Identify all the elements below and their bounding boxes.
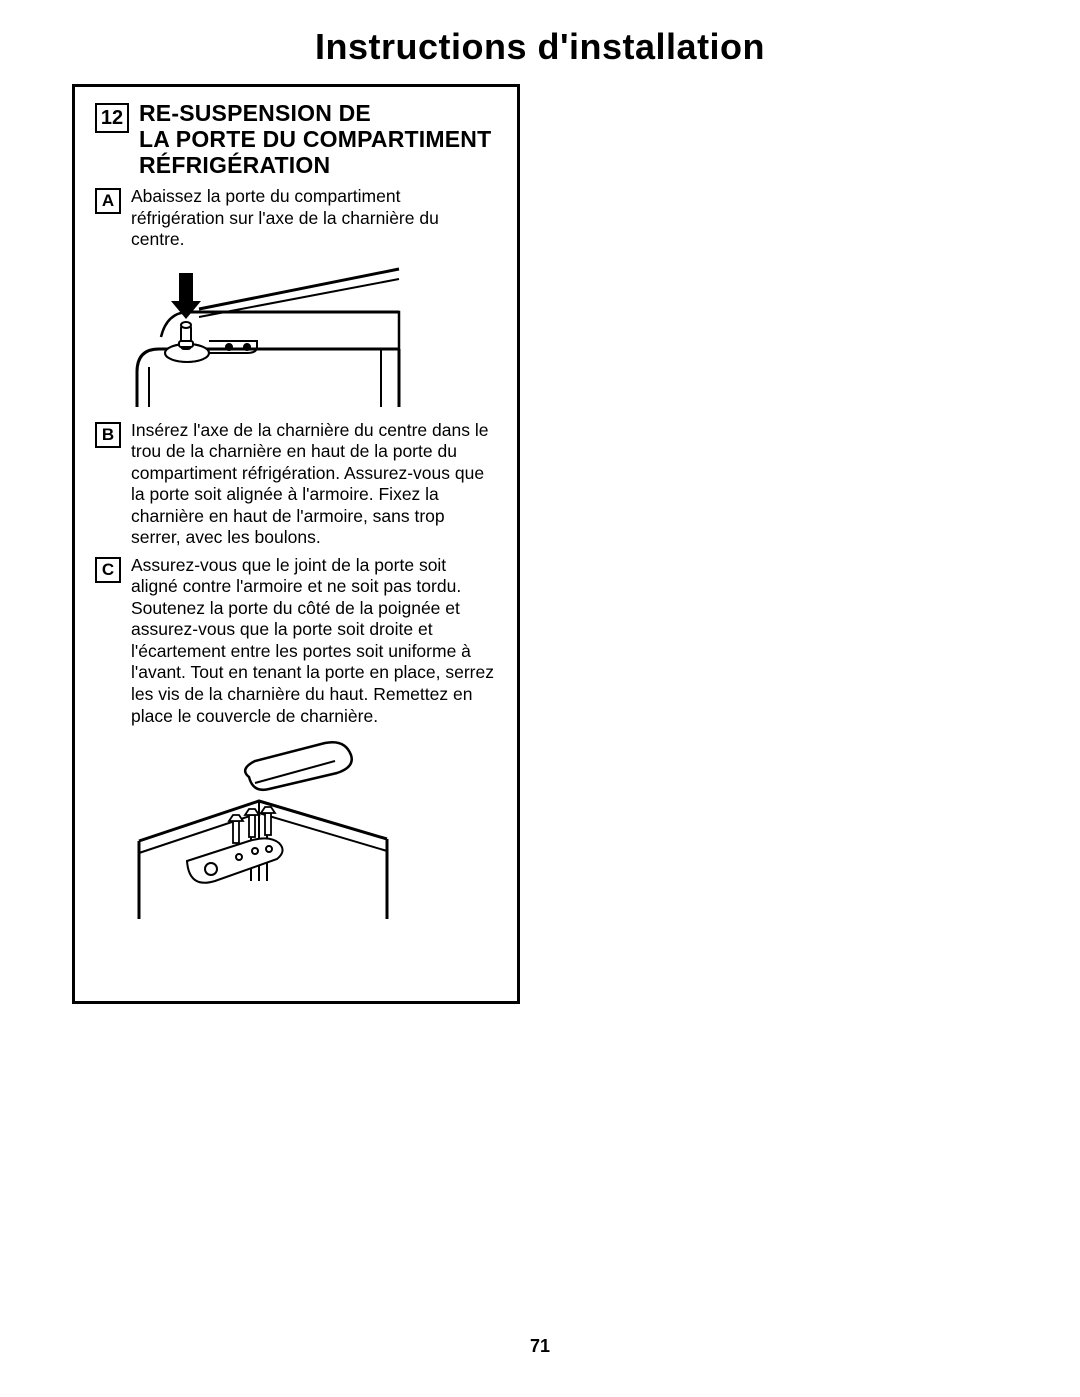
step-c-row: C Assurez-vous que le joint de la porte … bbox=[95, 555, 497, 727]
section-header: 12 RE-SUSPENSION DE LA PORTE DU COMPARTI… bbox=[95, 101, 497, 178]
instruction-box: 12 RE-SUSPENSION DE LA PORTE DU COMPARTI… bbox=[72, 84, 520, 1004]
section-title-line2: LA PORTE DU COMPARTIMENT bbox=[139, 126, 491, 152]
step-letter-b: B bbox=[95, 422, 121, 448]
step-letter-a: A bbox=[95, 188, 121, 214]
manual-page: Instructions d'installation 12 RE-SUSPEN… bbox=[0, 0, 1080, 1397]
door-hinge-illustration-icon bbox=[129, 257, 409, 407]
figure-top-hinge bbox=[129, 731, 497, 926]
step-b-row: B Insérez l'axe de la charnière du centr… bbox=[95, 420, 497, 549]
section-title-line1: RE-SUSPENSION DE bbox=[139, 100, 371, 126]
step-a-row: A Abaissez la porte du compartiment réfr… bbox=[95, 186, 497, 251]
figure-door-hinge bbox=[129, 257, 497, 412]
page-number: 71 bbox=[0, 1336, 1080, 1357]
section-title-line3: RÉFRIGÉRATION bbox=[139, 152, 330, 178]
step-letter-c: C bbox=[95, 557, 121, 583]
page-title: Instructions d'installation bbox=[0, 26, 1080, 68]
section-number-box: 12 bbox=[95, 103, 129, 133]
section-title: RE-SUSPENSION DE LA PORTE DU COMPARTIMEN… bbox=[139, 101, 491, 178]
step-b-text: Insérez l'axe de la charnière du centre … bbox=[131, 420, 497, 549]
step-a-text: Abaissez la porte du compartiment réfrig… bbox=[131, 186, 497, 251]
top-hinge-illustration-icon bbox=[129, 731, 389, 921]
step-c-text: Assurez-vous que le joint de la porte so… bbox=[131, 555, 497, 727]
